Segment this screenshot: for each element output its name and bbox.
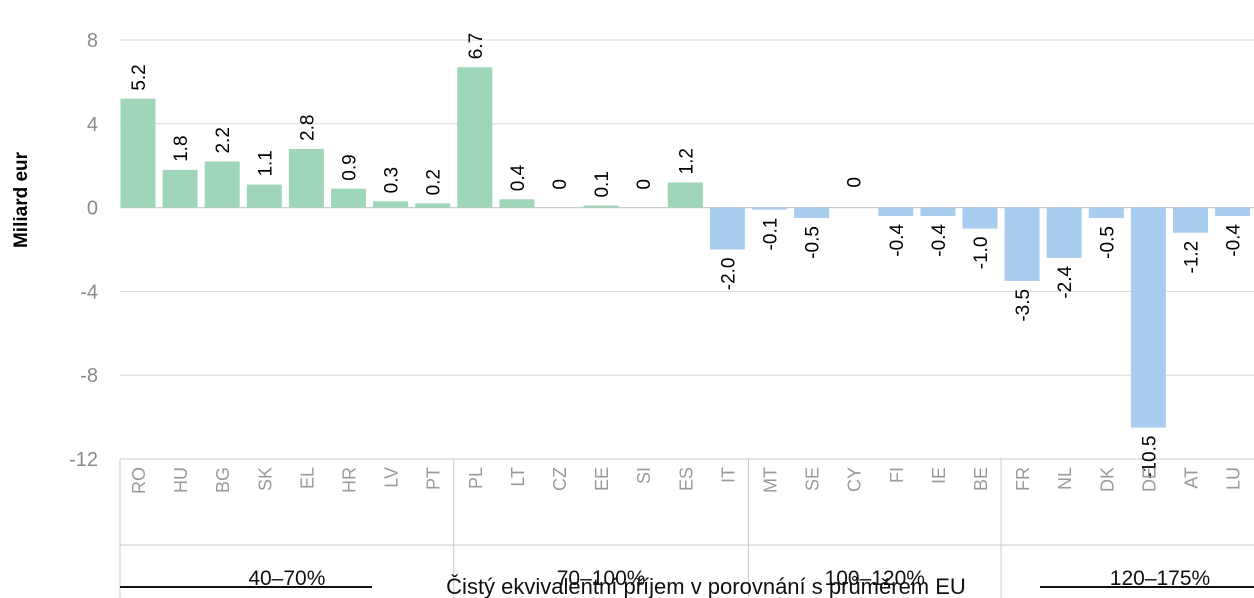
data-label: -0.4 (887, 224, 908, 257)
y-tick-label: -12 (69, 449, 98, 471)
bar-sk (246, 184, 282, 208)
data-label: 0.2 (424, 169, 445, 195)
bar-el (288, 148, 324, 208)
data-label: -0.4 (929, 224, 950, 257)
bar-hu (162, 169, 198, 208)
category-label: RO (129, 467, 149, 494)
category-label: MT (761, 467, 781, 493)
category-label: EL (297, 467, 317, 489)
data-label: -0.4 (1224, 224, 1245, 257)
category-label: LV (382, 467, 402, 488)
category-label: DE (1139, 467, 1159, 492)
bar-ie (920, 207, 956, 216)
category-label: HR (340, 467, 360, 493)
category-label: FI (887, 467, 907, 483)
y-axis-title: Miliard eur (11, 151, 32, 248)
group-label: 70–100% (557, 567, 646, 590)
category-label: BG (213, 467, 233, 493)
category-label: IT (718, 467, 738, 483)
data-label: -1.0 (971, 237, 992, 270)
y-tick-label: -8 (80, 365, 98, 387)
category-label: EE (592, 467, 612, 491)
bar-se (794, 207, 830, 219)
data-label: -0.1 (761, 218, 782, 251)
category-label: CZ (550, 467, 570, 491)
data-label: 0.3 (382, 167, 403, 193)
category-label: PT (424, 467, 444, 490)
y-tick-label: -4 (80, 281, 98, 303)
group-label: 40–70% (248, 567, 325, 590)
category-label: DK (1097, 467, 1117, 492)
data-label: 1.1 (255, 150, 276, 176)
data-label: 6.7 (466, 33, 487, 59)
category-label: BE (971, 467, 991, 491)
bar-lu (1215, 207, 1251, 216)
bar-dk (1088, 207, 1124, 219)
category-label: LU (1224, 467, 1244, 490)
category-label: LT (508, 467, 528, 487)
category-label: SI (634, 467, 654, 484)
data-label: -3.5 (1013, 289, 1034, 322)
data-label: 0 (550, 179, 571, 190)
data-label: 5.2 (129, 64, 150, 90)
category-label: HU (171, 467, 191, 493)
bar-be (962, 207, 998, 229)
bar-nl (1046, 207, 1082, 258)
data-label: 1.2 (676, 148, 697, 174)
data-label: 1.8 (171, 135, 192, 161)
category-label: SK (255, 467, 275, 491)
y-tick-label: 0 (87, 198, 98, 220)
y-tick-label: 4 (87, 114, 98, 136)
bar-lv (373, 201, 409, 208)
data-label: -0.5 (1097, 226, 1118, 259)
category-label: SE (803, 467, 823, 491)
data-label: -2.4 (1055, 265, 1076, 298)
bar-it (709, 207, 745, 250)
bar-ro (120, 98, 156, 208)
bar-hr (331, 188, 366, 208)
category-label: ES (676, 467, 696, 491)
data-label: -1.2 (1182, 241, 1203, 274)
data-label: 0.4 (508, 164, 529, 191)
data-label: 2.2 (213, 127, 234, 153)
category-label: IE (929, 467, 949, 484)
data-label: -0.5 (803, 226, 824, 259)
data-label: 2.8 (297, 115, 318, 141)
category-label: NL (1055, 467, 1075, 490)
bar-ee (583, 205, 619, 208)
data-label: -2.0 (718, 258, 739, 291)
category-label: PL (466, 467, 486, 489)
y-tick-label: 8 (87, 30, 98, 52)
category-label: CY (845, 467, 865, 492)
bar-es (667, 182, 703, 208)
data-label: 0.1 (592, 171, 613, 197)
bar-fi (878, 207, 914, 216)
group-label: 100–120% (825, 567, 925, 590)
bar-fr (1004, 207, 1040, 281)
bar-pl (457, 67, 493, 208)
bar-de (1130, 207, 1166, 428)
bar-bg (204, 161, 240, 208)
data-label: 0 (845, 177, 866, 188)
bar-mt (752, 207, 787, 210)
bar-pt (415, 203, 451, 208)
group-label: 120–175% (1110, 567, 1210, 590)
data-label: -10.5 (1139, 436, 1160, 479)
bar-lt (499, 199, 535, 208)
x-axis-title: Čistý ekvivalentní příjem v porovnání s … (446, 574, 966, 598)
data-label: 0.9 (340, 154, 361, 180)
data-label: 0 (634, 179, 655, 190)
category-label: FR (1013, 467, 1033, 491)
bar-at (1173, 207, 1208, 233)
category-label: AT (1182, 467, 1202, 489)
